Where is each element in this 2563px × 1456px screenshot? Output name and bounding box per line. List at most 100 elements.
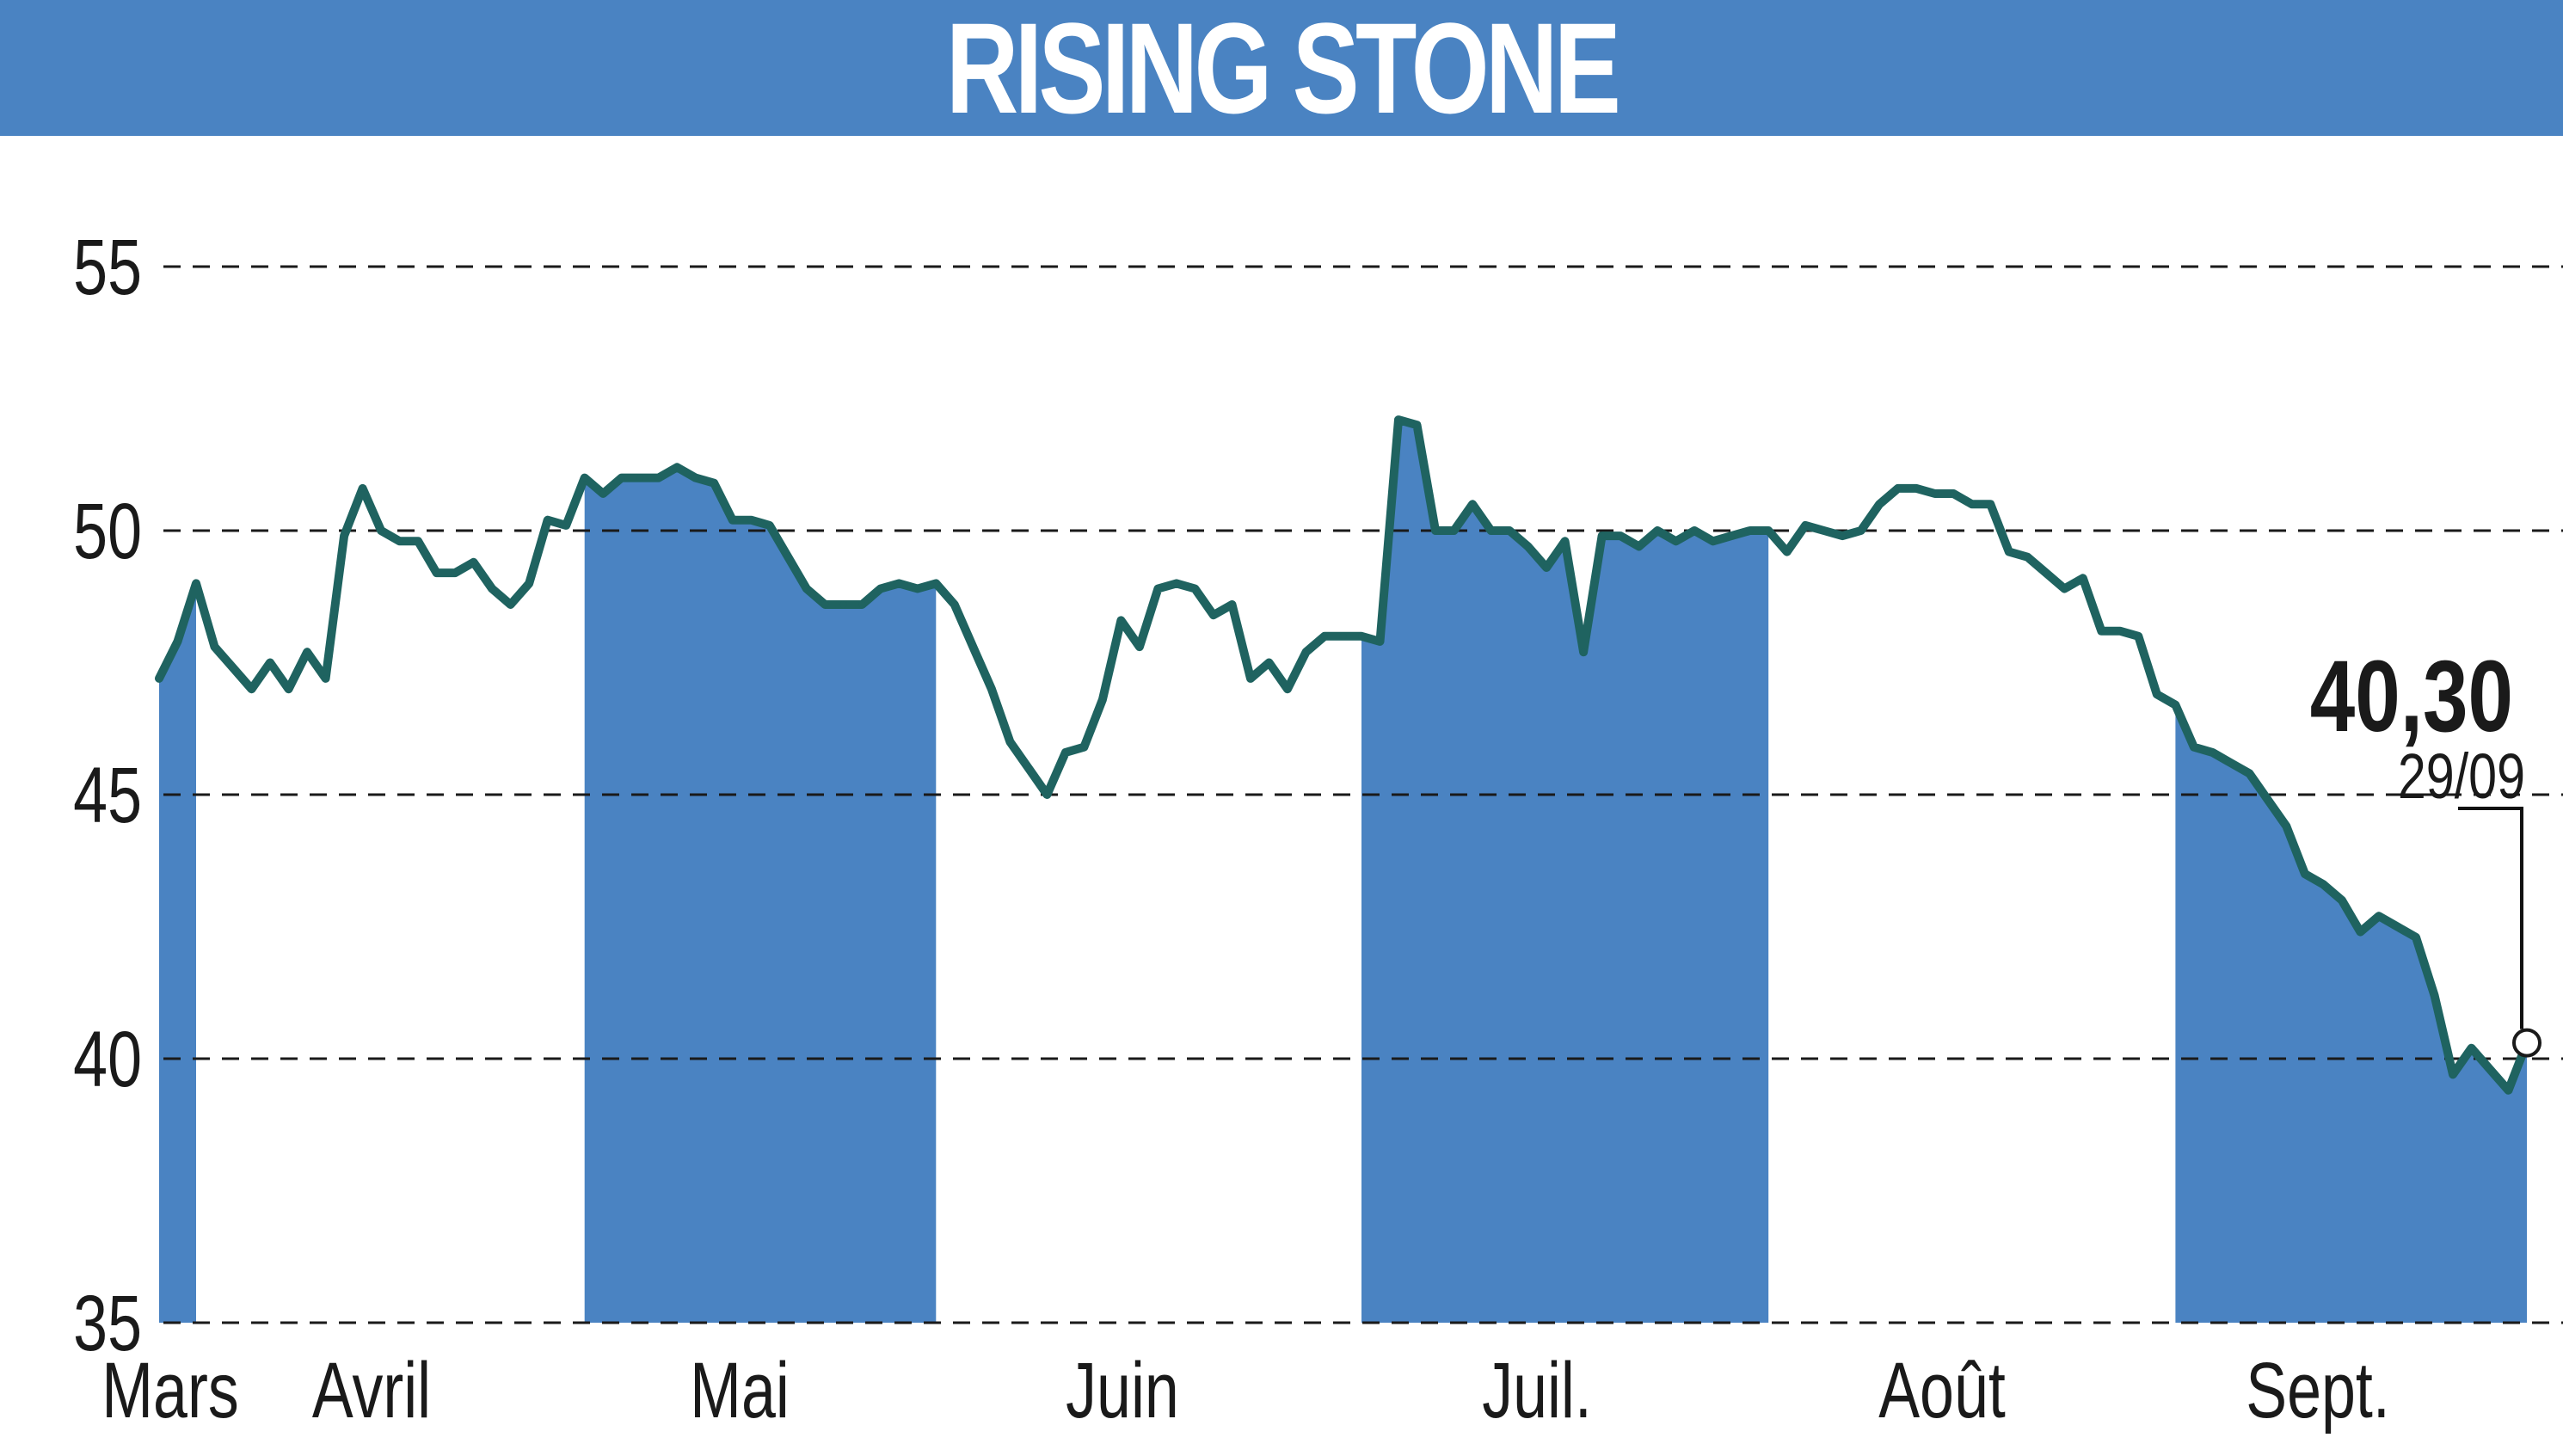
data-point: [1987, 501, 1994, 508]
data-point: [304, 648, 311, 656]
data-point: [802, 585, 810, 593]
data-point: [1098, 696, 1106, 703]
data-point: [1876, 501, 1884, 508]
data-point: [1339, 632, 1347, 640]
data-point: [2135, 632, 2142, 640]
data-point: [2505, 1086, 2512, 1094]
data-point: [1524, 543, 1532, 550]
last-value-label: 40,30: [2310, 639, 2513, 753]
data-point: [2338, 896, 2345, 904]
data-point: [1561, 538, 1569, 545]
x-tick-label-3: Mai: [690, 1346, 790, 1434]
last-value-marker: [2512, 1028, 2541, 1058]
data-point: [1172, 580, 1180, 587]
data-point: [452, 569, 459, 577]
data-point: [895, 580, 903, 587]
month-band-juil: [1361, 420, 1769, 1324]
data-point: [1598, 532, 1606, 540]
data-point: [526, 580, 533, 587]
data-point: [2357, 928, 2364, 936]
data-point: [1302, 648, 1310, 656]
data-point: [1469, 501, 1477, 508]
data-point: [913, 585, 921, 593]
data-point: [1672, 538, 1680, 545]
data-point: [433, 569, 440, 577]
grid-lines: [163, 265, 2563, 1324]
data-point: [969, 643, 977, 651]
data-point: [636, 474, 644, 482]
month-band-sept: [2175, 704, 2527, 1323]
data-point: [1857, 527, 1865, 534]
data-point: [544, 516, 551, 524]
data-point: [728, 516, 736, 524]
data-point: [1117, 617, 1125, 624]
month-bands: [159, 420, 2527, 1324]
data-point: [1783, 548, 1791, 556]
data-point: [1043, 791, 1051, 798]
x-tick-label-6: Août: [1878, 1346, 2006, 1434]
data-point: [950, 601, 958, 608]
data-point: [2449, 1071, 2456, 1078]
data-point: [1154, 585, 1162, 593]
data-point: [2283, 822, 2290, 830]
data-point: [858, 601, 866, 608]
data-point: [2042, 569, 2050, 577]
callout-leader: [2458, 807, 2523, 1029]
data-point: [1135, 643, 1143, 651]
data-point: [1635, 543, 1643, 550]
data-point: [470, 558, 477, 566]
data-point: [1247, 674, 1254, 682]
data-point: [359, 484, 366, 492]
data-point: [1376, 637, 1384, 645]
data-point: [2172, 701, 2179, 709]
data-point: [1931, 490, 1939, 497]
y-tick-labels: 55 50 45 40 35: [73, 223, 142, 1367]
data-point: [876, 585, 884, 593]
data-point: [248, 685, 255, 693]
y-tick-label-50: 50: [73, 487, 142, 575]
series-line: [155, 415, 2531, 1095]
data-point: [156, 674, 163, 682]
data-point: [1580, 648, 1588, 656]
title-bar: [0, 0, 2563, 136]
month-band-mai: [584, 467, 937, 1323]
data-point: [1746, 527, 1754, 534]
data-point: [987, 685, 995, 693]
data-point: [2098, 627, 2105, 635]
data-point: [396, 538, 403, 545]
data-point: [2468, 1044, 2475, 1052]
y-tick-label-35: 35: [73, 1279, 142, 1367]
data-point: [2061, 585, 2068, 593]
data-point: [1709, 538, 1717, 545]
data-point: [1802, 521, 1810, 529]
data-point: [507, 601, 514, 608]
data-point: [839, 601, 847, 608]
data-point: [691, 474, 699, 482]
data-point: [1321, 632, 1328, 640]
data-point: [1395, 416, 1402, 424]
x-tick-label-1: Mars: [101, 1346, 238, 1434]
y-tick-label-45: 45: [73, 751, 142, 839]
data-point: [174, 637, 181, 645]
data-point: [1209, 611, 1217, 619]
data-point: [821, 601, 829, 608]
data-point: [1506, 527, 1514, 534]
data-point: [2005, 548, 2013, 556]
data-point: [932, 580, 940, 587]
last-date-label: 29/09: [2398, 741, 2525, 813]
data-point: [267, 659, 274, 667]
data-point: [1450, 527, 1458, 534]
data-point: [378, 527, 385, 534]
data-point: [193, 580, 200, 587]
data-point: [1543, 564, 1551, 571]
data-point: [673, 464, 681, 471]
x-tick-label-7: Sept.: [2246, 1346, 2390, 1434]
data-point: [765, 521, 773, 529]
y-tick-label-55: 55: [73, 223, 142, 311]
data-point: [1617, 532, 1625, 540]
data-point: [581, 474, 588, 482]
data-point: [1728, 532, 1736, 540]
data-point: [1413, 421, 1421, 429]
data-point: [2024, 553, 2031, 561]
